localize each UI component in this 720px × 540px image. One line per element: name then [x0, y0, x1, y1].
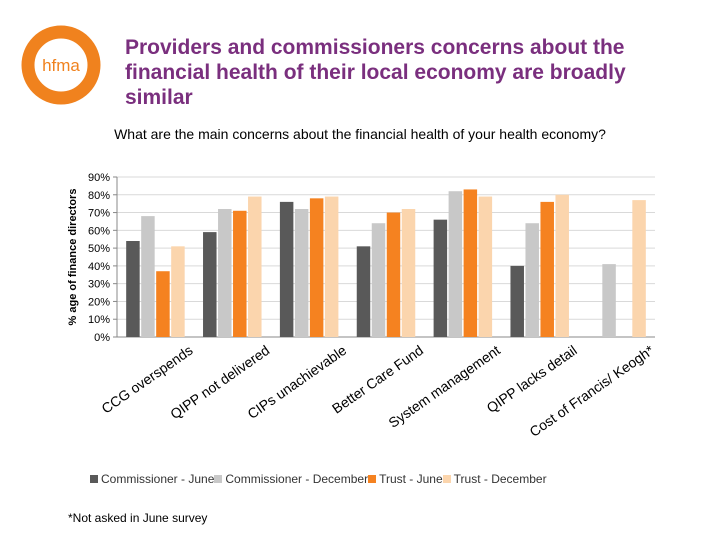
bar: [632, 200, 646, 337]
page-title: Providers and commissioners concerns abo…: [125, 36, 626, 109]
bar: [248, 196, 262, 337]
bar: [324, 196, 339, 337]
bar: [478, 196, 493, 337]
y-tick-label: 20%: [88, 296, 110, 308]
chart-legend: Commissioner - June Commissioner - Decemb…: [90, 472, 547, 486]
bar: [141, 216, 155, 337]
y-tick-label: 80%: [88, 190, 110, 202]
legend-label: Commissioner - June: [101, 472, 215, 486]
legend-item: Commissioner - December: [214, 472, 368, 486]
y-tick-label: 40%: [88, 261, 110, 273]
y-tick-label: 10%: [88, 314, 110, 326]
bar: [294, 209, 309, 337]
y-tick-label: 70%: [88, 208, 110, 220]
bar: [126, 241, 140, 337]
legend-swatch: [368, 475, 377, 483]
bar: [279, 201, 294, 337]
bar-chart: 0% 10% 20% 30% 40% 50% 60% 70% 80% 90% % age of fi…: [67, 172, 657, 440]
bar: [510, 265, 524, 337]
logo-text: hfma: [42, 56, 80, 75]
legend-swatch: [90, 475, 98, 483]
y-tick-label: 0%: [94, 332, 110, 344]
legend-swatch: [214, 475, 223, 483]
bar: [156, 271, 170, 337]
legend-swatch: [442, 475, 451, 483]
bar: [233, 210, 247, 337]
chart-title: What are the main concerns about the fin…: [114, 126, 606, 142]
legend-label: Trust - December: [453, 472, 547, 486]
bar: [371, 223, 386, 337]
y-tick-label: 30%: [88, 279, 110, 291]
bar: [448, 191, 463, 337]
footnote: *Not asked in June survey: [68, 511, 208, 525]
legend-item: Commissioner - June: [90, 472, 214, 486]
legend-label: Trust - June: [379, 472, 443, 486]
legend-item: Trust - June: [368, 472, 443, 486]
bar: [401, 209, 416, 337]
y-tick-label: 60%: [88, 225, 110, 237]
bar: [203, 232, 217, 337]
hfma-logo: hfma: [21, 25, 101, 105]
bar: [525, 223, 539, 337]
y-tick-label: 50%: [88, 243, 110, 255]
bar: [356, 246, 371, 337]
bar: [433, 219, 448, 337]
bar: [218, 209, 232, 337]
bar: [386, 212, 401, 337]
y-tick-label: 90%: [88, 172, 110, 184]
bar: [309, 198, 324, 337]
bar: [171, 246, 185, 337]
bar: [463, 189, 478, 337]
logo-ring: [21, 25, 101, 105]
bar: [555, 194, 569, 337]
legend-item: Trust - December: [442, 472, 547, 486]
bar: [540, 201, 554, 337]
x-tick-label: Cost of Francis/ Keogh*: [526, 342, 657, 440]
legend-label: Commissioner - December: [225, 472, 369, 486]
y-axis-label: % age of finance directors: [67, 189, 79, 326]
bar: [602, 264, 616, 337]
